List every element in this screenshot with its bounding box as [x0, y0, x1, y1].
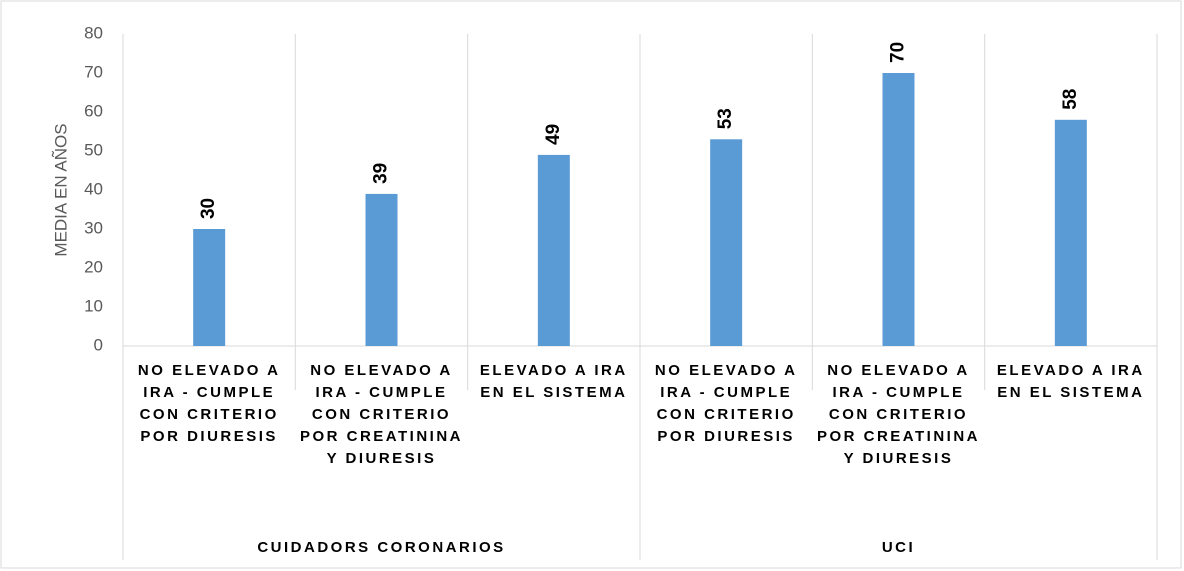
y-tick-label: 0 [94, 335, 103, 354]
x-tick-label: NO ELEVADO A IRA - CUMPLE CON CRITERIO P… [816, 362, 981, 467]
data-label: 49 [543, 124, 564, 145]
data-label: 30 [198, 198, 219, 219]
bar [710, 139, 743, 346]
x-tick-label: ELEVADO A IRA EN EL SISTEMA [479, 362, 628, 401]
x-tick-label: ELEVADO A IRA EN EL SISTEMA [996, 362, 1145, 401]
group-label: CUIDADORS CORONARIOS [257, 539, 506, 556]
bar [193, 229, 226, 346]
group-label: UCI [881, 539, 916, 556]
y-tick-label: 60 [84, 101, 103, 120]
bar [365, 193, 398, 346]
y-axis-title: MEDIA EN AÑOS [51, 123, 70, 256]
x-tick-label: NO ELEVADO A IRA - CUMPLE CON CRITERIO P… [654, 362, 798, 445]
y-tick-label: 50 [84, 140, 103, 159]
y-tick-label: 10 [84, 296, 103, 315]
bar [882, 73, 915, 346]
data-label: 70 [888, 42, 909, 63]
y-tick-label: 40 [84, 179, 103, 198]
y-tick-label: 80 [84, 23, 103, 42]
bar [1054, 119, 1087, 346]
x-tick-label: NO ELEVADO A IRA - CUMPLE CON CRITERIO P… [299, 362, 464, 467]
bar [537, 154, 570, 346]
data-label: 39 [371, 163, 392, 184]
x-tick-label: NO ELEVADO A IRA - CUMPLE CON CRITERIO P… [137, 362, 281, 445]
data-label: 58 [1060, 89, 1081, 110]
y-tick-label: 20 [84, 257, 103, 276]
y-tick-label: 30 [84, 218, 103, 237]
y-tick-label: 70 [84, 62, 103, 81]
data-label: 53 [715, 108, 736, 129]
